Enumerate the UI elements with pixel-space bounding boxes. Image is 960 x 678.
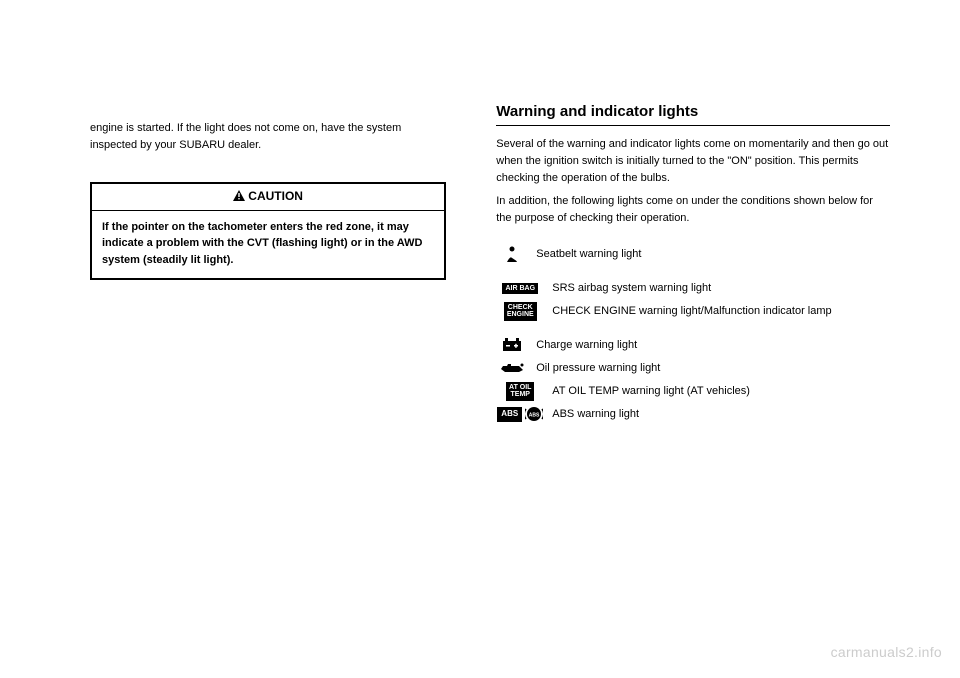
caution-label: CAUTION bbox=[248, 189, 303, 203]
warning-light-row: AIR BAG SRS airbag system warning light bbox=[496, 278, 890, 298]
page-container: engine is started. If the light does not… bbox=[0, 0, 960, 457]
warning-light-row: Charge warning light bbox=[496, 335, 890, 355]
warning-light-row: CHECK ENGINE CHECK ENGINE warning light/… bbox=[496, 301, 890, 321]
seatbelt-icon bbox=[496, 244, 528, 264]
warning-light-label: Oil pressure warning light bbox=[536, 360, 660, 377]
check-engine-icon: CHECK ENGINE bbox=[496, 301, 544, 321]
caution-box: CAUTION If the pointer on the tachometer… bbox=[90, 182, 446, 280]
caution-body: If the pointer on the tachometer enters … bbox=[92, 211, 444, 279]
spacer bbox=[90, 160, 446, 174]
right-para-2: In addition, the following lights come o… bbox=[496, 193, 890, 227]
spacer bbox=[496, 324, 890, 332]
right-para-1: Several of the warning and indicator lig… bbox=[496, 136, 890, 187]
top-spacer bbox=[90, 60, 446, 120]
warning-triangle-icon bbox=[233, 188, 245, 207]
spacer bbox=[496, 267, 890, 275]
at-oil-temp-icon: AT OIL TEMP bbox=[496, 381, 544, 401]
top-spacer-right bbox=[496, 60, 890, 100]
left-column: engine is started. If the light does not… bbox=[90, 60, 446, 427]
right-column: Warning and indicator lights Several of … bbox=[496, 60, 890, 427]
spacer bbox=[496, 233, 890, 241]
oil-pressure-icon bbox=[496, 358, 528, 378]
section-heading: Warning and indicator lights bbox=[496, 100, 890, 123]
warning-light-label: AT OIL TEMP warning light (AT vehicles) bbox=[552, 383, 750, 400]
svg-text:ABS: ABS bbox=[529, 413, 540, 419]
battery-icon bbox=[496, 335, 528, 355]
section-rule bbox=[496, 125, 890, 126]
intro-paragraph: engine is started. If the light does not… bbox=[90, 120, 446, 154]
warning-light-label: SRS airbag system warning light bbox=[552, 280, 711, 297]
warning-light-label: Charge warning light bbox=[536, 337, 637, 354]
warning-light-row: Seatbelt warning light bbox=[496, 244, 890, 264]
warning-light-row: Oil pressure warning light bbox=[496, 358, 890, 378]
warning-light-label: ABS warning light bbox=[552, 406, 639, 423]
warning-light-label: CHECK ENGINE warning light/Malfunction i… bbox=[552, 303, 831, 320]
warning-light-row: AT OIL TEMP AT OIL TEMP warning light (A… bbox=[496, 381, 890, 401]
watermark: carmanuals2.info bbox=[831, 644, 942, 660]
airbag-icon: AIR BAG bbox=[496, 278, 544, 298]
warning-light-label: Seatbelt warning light bbox=[536, 246, 641, 263]
caution-header: CAUTION bbox=[92, 184, 444, 211]
abs-icon: ABS ABS bbox=[496, 404, 544, 424]
warning-light-row: ABS ABS ABS warning light bbox=[496, 404, 890, 424]
